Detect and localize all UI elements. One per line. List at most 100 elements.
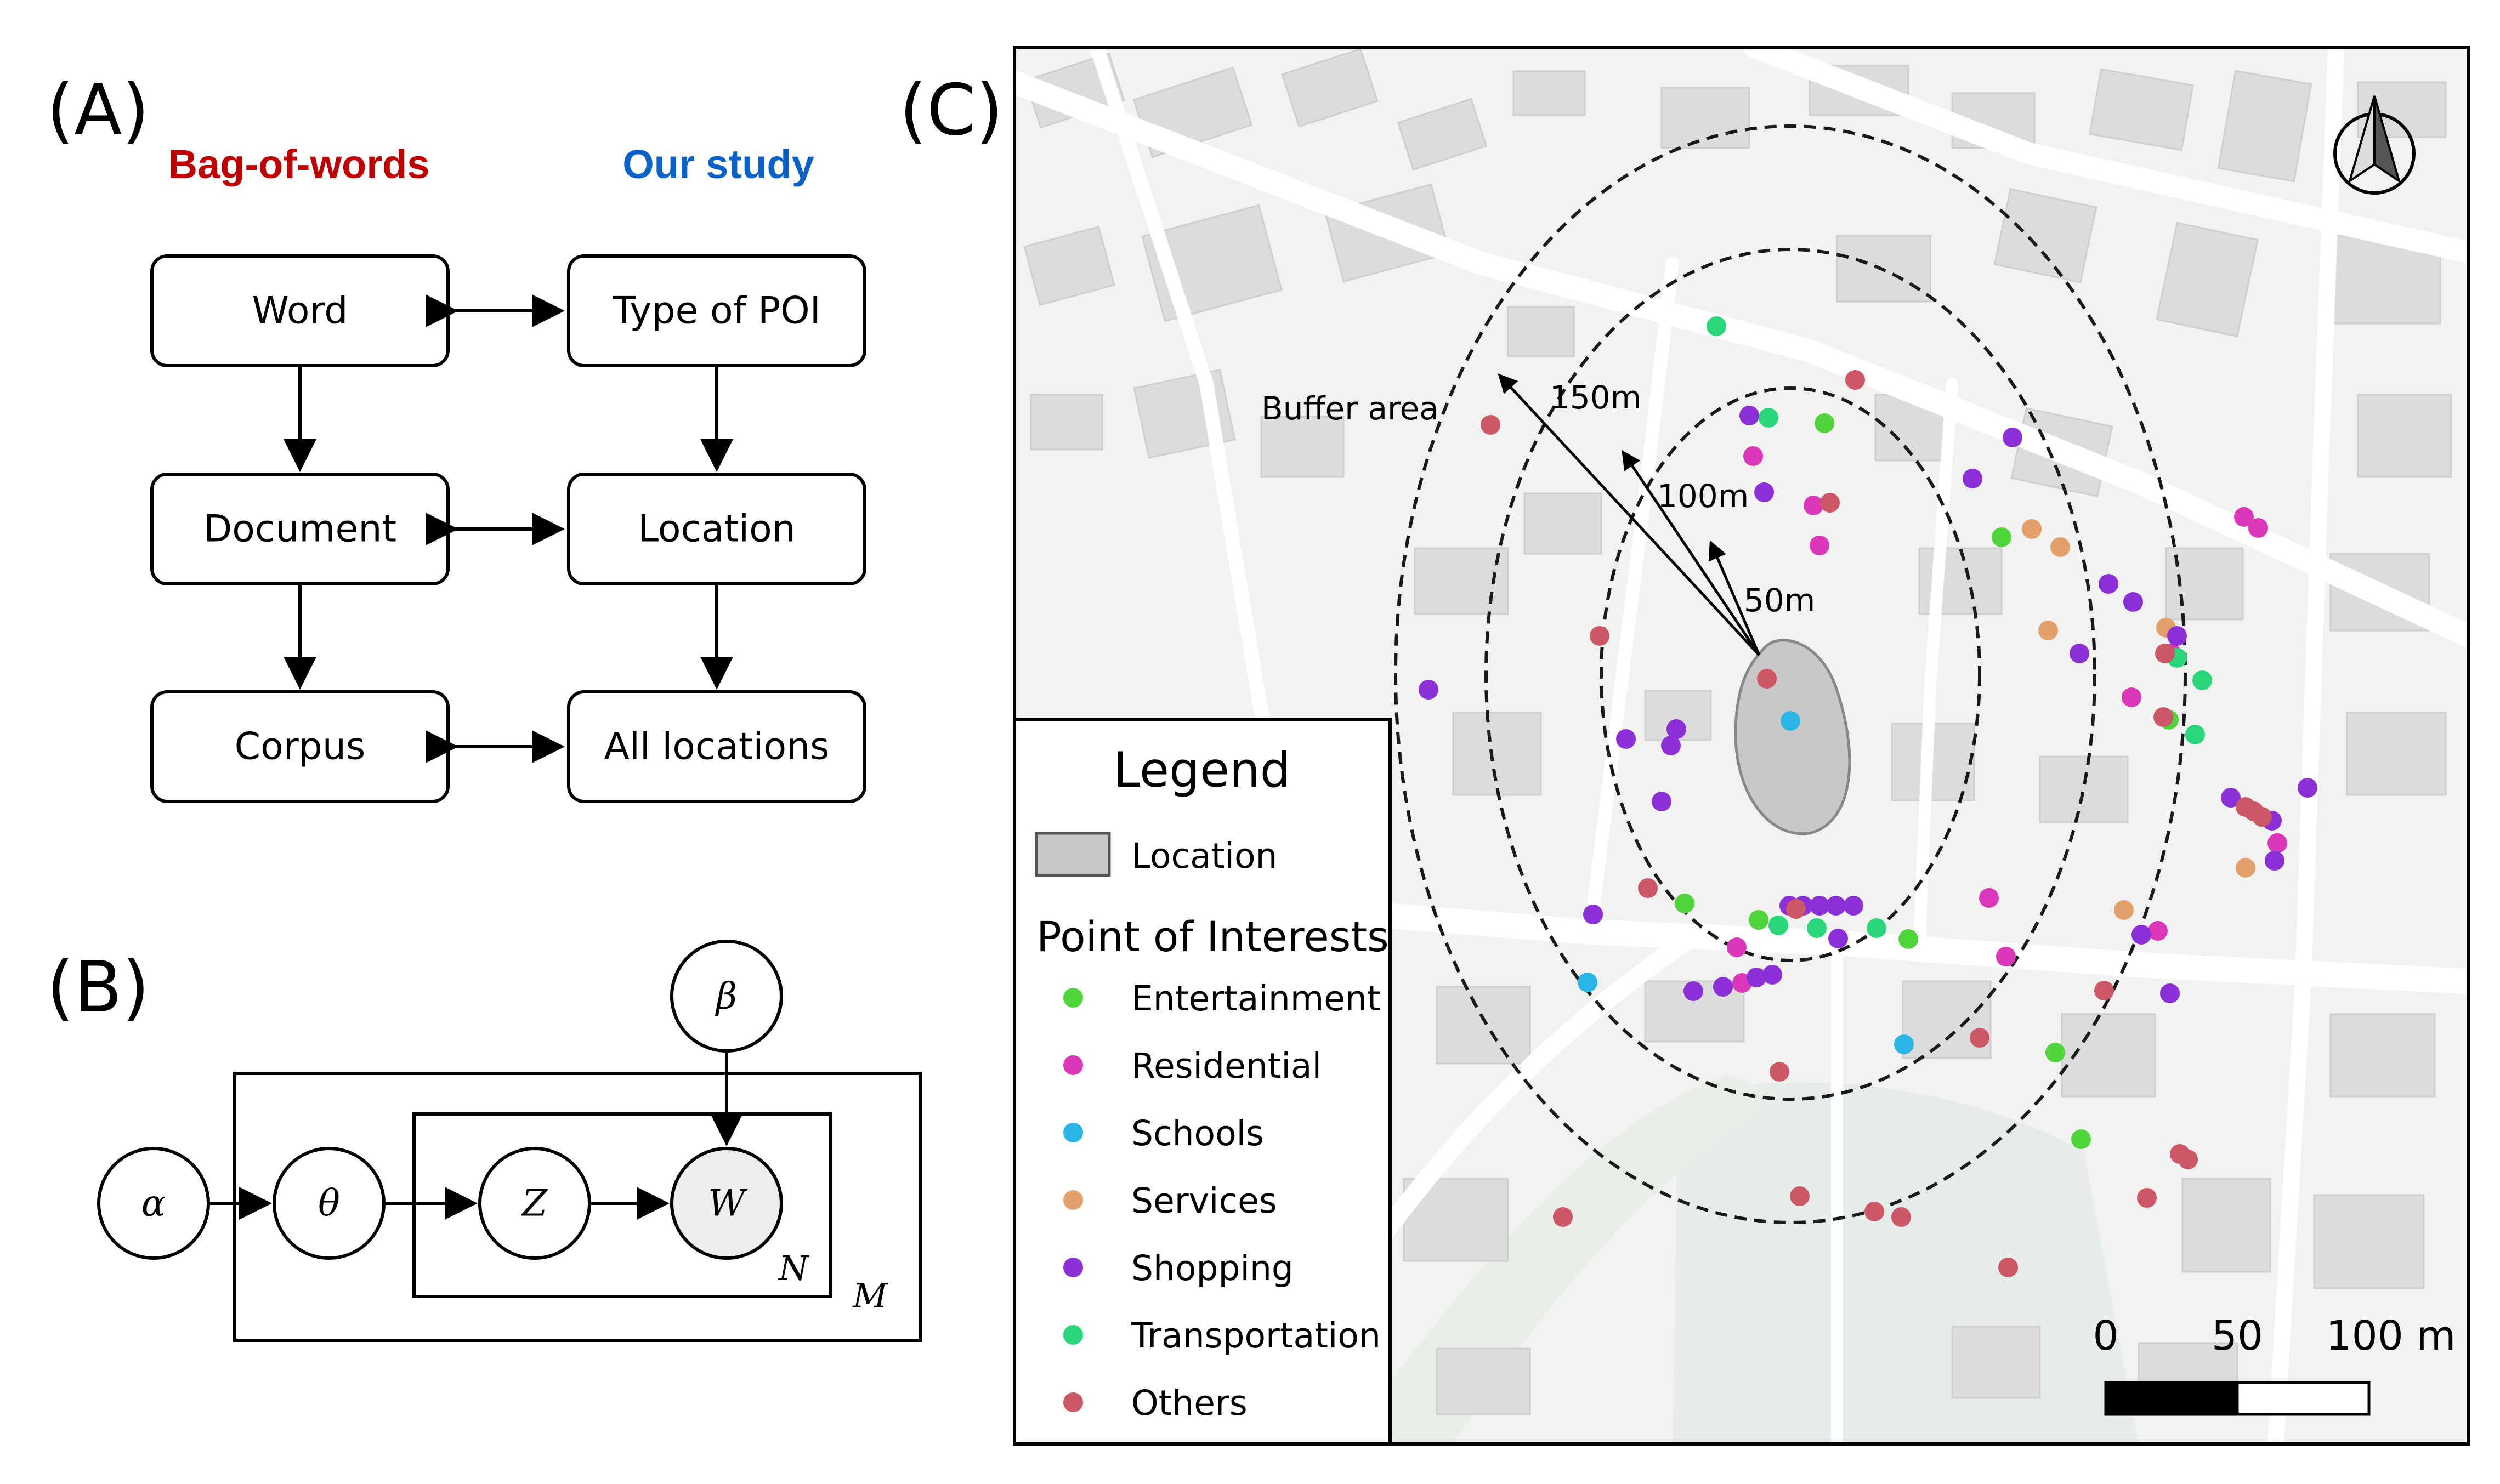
legend-schools-dot bbox=[1063, 1123, 1083, 1142]
poi-shopping bbox=[2160, 983, 2180, 1003]
poi-residential bbox=[2234, 507, 2254, 527]
poi-shopping bbox=[2003, 428, 2022, 447]
panel-c-label: (C) bbox=[899, 70, 1003, 151]
legend-title: Legend bbox=[1113, 742, 1290, 798]
poi-residential bbox=[1804, 496, 1823, 515]
buffer-ring-150m bbox=[1394, 124, 2187, 1224]
poi-school bbox=[1781, 711, 1800, 731]
poi-shopping bbox=[1616, 729, 1636, 749]
poi-shopping bbox=[1826, 896, 1846, 916]
poi-school bbox=[1578, 973, 1597, 992]
our-study-header: Our study bbox=[622, 141, 814, 187]
poi-other bbox=[1891, 1207, 1911, 1227]
poi-transportation bbox=[1759, 408, 1778, 428]
poi-shopping bbox=[1666, 719, 1686, 739]
poi-other bbox=[1970, 1028, 1989, 1048]
poi-shopping bbox=[1713, 977, 1733, 997]
legend-services-label: Services bbox=[1131, 1181, 1277, 1221]
poi-transportation bbox=[2185, 725, 2205, 744]
legend-entertainment-label: Entertainment bbox=[1131, 979, 1381, 1019]
legend-schools-label: Schools bbox=[1131, 1113, 1264, 1153]
poi-shopping bbox=[1683, 981, 1703, 1001]
poi-entertainment bbox=[2045, 1043, 2065, 1062]
poi-entertainment bbox=[1992, 527, 2011, 547]
alpha-symbol: α bbox=[141, 1182, 166, 1225]
type-of-poi-label: Type of POI bbox=[612, 289, 821, 333]
buffer-area-label: Buffer area bbox=[1261, 390, 1439, 427]
legend-others-label: Others bbox=[1131, 1383, 1248, 1423]
word-label: Word bbox=[252, 289, 348, 333]
buffer-ring-50m bbox=[1600, 386, 1981, 962]
bag-of-words-header: Bag-of-words bbox=[168, 141, 430, 187]
poi-residential bbox=[2122, 687, 2141, 707]
scale-label-0: 0 bbox=[2093, 1312, 2118, 1360]
poi-other bbox=[1770, 1062, 1789, 1082]
poi-shopping bbox=[2221, 788, 2241, 808]
outer-plate bbox=[233, 1072, 922, 1342]
poi-school bbox=[1894, 1034, 1914, 1054]
legend-transportation-dot bbox=[1063, 1325, 1083, 1345]
poi-shopping bbox=[1762, 965, 1782, 985]
poi-shopping bbox=[2167, 626, 2187, 646]
poi-service bbox=[2022, 519, 2042, 539]
panel-b-label: (B) bbox=[47, 947, 150, 1028]
poi-other bbox=[1820, 493, 1840, 513]
corpus-label: Corpus bbox=[235, 725, 366, 769]
poi-residential bbox=[2248, 518, 2268, 538]
poi-shopping bbox=[1844, 896, 1863, 916]
map-legend: Legend Location Point of Interests Enter… bbox=[1013, 718, 1392, 1446]
poi-shopping bbox=[1583, 905, 1603, 924]
poi-transportation bbox=[1707, 316, 1726, 336]
legend-services-dot bbox=[1063, 1190, 1083, 1210]
document-label: Document bbox=[203, 508, 396, 551]
poi-residential bbox=[2148, 921, 2168, 941]
theta-symbol: θ bbox=[318, 1182, 340, 1225]
poi-residential bbox=[1996, 947, 2016, 966]
poi-transportation bbox=[1807, 918, 1827, 938]
legend-shopping-dot bbox=[1063, 1258, 1083, 1277]
poi-other bbox=[1757, 669, 1777, 689]
poi-shopping bbox=[1828, 929, 1848, 948]
poi-shopping bbox=[1661, 736, 1681, 755]
poi-other bbox=[2178, 1150, 2198, 1169]
poi-entertainment bbox=[1898, 929, 1918, 949]
legend-location-label: Location bbox=[1131, 836, 1277, 876]
poi-shopping bbox=[1652, 792, 1671, 811]
legend-residential-dot bbox=[1063, 1055, 1083, 1075]
poi-other bbox=[1845, 370, 1865, 390]
poi-shopping bbox=[1754, 482, 1774, 502]
poi-transportation bbox=[1768, 916, 1788, 935]
poi-other bbox=[2155, 644, 2175, 663]
poi-other bbox=[1481, 415, 1500, 435]
poi-other bbox=[1786, 899, 1806, 919]
location-polygon bbox=[1734, 639, 1851, 835]
poi-shopping bbox=[2265, 851, 2284, 871]
poi-transportation bbox=[1867, 918, 1886, 938]
all-locations-box bbox=[567, 690, 866, 803]
poi-shopping bbox=[1963, 469, 1982, 488]
poi-entertainment bbox=[1815, 413, 1834, 433]
poi-entertainment bbox=[2071, 1129, 2091, 1149]
poi-points bbox=[1419, 316, 2317, 1277]
legend-poi-title: Point of Interests bbox=[1036, 912, 1389, 961]
legend-transportation-label: Transportation bbox=[1131, 1316, 1381, 1356]
poi-shopping bbox=[1747, 968, 1766, 987]
poi-other bbox=[1590, 626, 1609, 646]
poi-transportation bbox=[2192, 670, 2212, 690]
north-arrow-icon bbox=[2333, 95, 2416, 195]
poi-other bbox=[2137, 1188, 2157, 1208]
poi-other bbox=[1998, 1258, 2018, 1277]
panel-a-label: (A) bbox=[47, 70, 149, 151]
poi-other bbox=[2094, 981, 2114, 1000]
location-box bbox=[567, 473, 866, 585]
poi-other bbox=[2252, 807, 2272, 827]
w-symbol: W bbox=[708, 1182, 748, 1225]
poi-residential bbox=[1979, 888, 1999, 908]
poi-other bbox=[1864, 1202, 1884, 1221]
inner-plate bbox=[412, 1112, 832, 1298]
poi-residential bbox=[1743, 446, 1763, 466]
poi-other bbox=[2153, 707, 2173, 727]
w-node bbox=[670, 1147, 783, 1260]
poi-entertainment bbox=[1675, 894, 1694, 913]
poi-residential bbox=[1727, 937, 1747, 957]
